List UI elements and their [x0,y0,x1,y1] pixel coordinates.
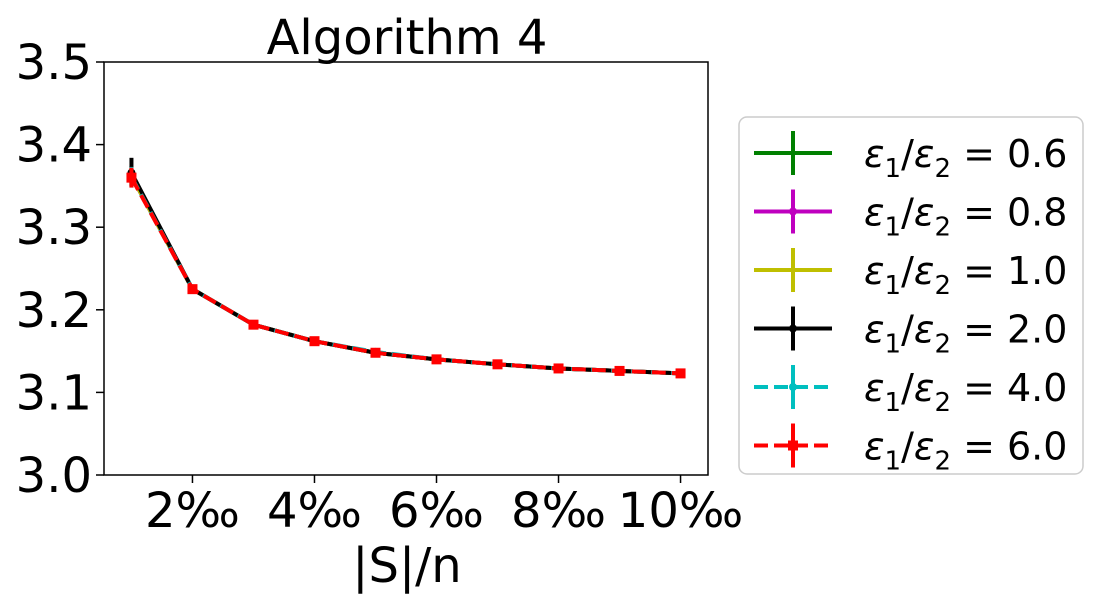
data-point [553,363,564,374]
legend-label-part: 1 [885,213,902,243]
legend-item: ε1/ε2 = 1.0 [754,248,1067,301]
x-axis-ticks: 2‰ 4‰ 6‰ 8‰ 10‰ [145,475,743,539]
legend-slash: / [901,308,914,352]
series-2 [127,166,685,378]
series-line [129,171,681,376]
legend-item: ε1/ε2 = 4.0 [754,365,1067,418]
legend-label-part: ε [864,132,885,176]
legend-label-part: = 1.0 [951,249,1067,293]
data-point [675,368,686,379]
series-5 [127,166,685,378]
legend-slash: / [901,191,914,235]
x-tick-label: 6‰ [389,483,484,539]
legend-label-part: ε [864,191,885,235]
legend-label-part: ε [864,425,885,469]
data-point [370,347,381,358]
series-line [129,175,681,376]
series-3 [129,166,683,376]
legend-label-part: 2 [934,154,951,184]
legend-marker [789,383,797,391]
legend-label-part: ε [864,249,885,293]
legend-label-part: 2 [934,271,951,301]
x-tick-label: 10‰ [618,483,743,539]
series-4 [127,157,685,378]
legend-label-part: = 0.8 [951,191,1067,235]
legend-marker [788,440,798,451]
legend-label: ε1/ε2 = 2.0 [864,308,1067,360]
legend-label-part: ε [914,425,935,469]
legend-items: ε1/ε2 = 0.6ε1/ε2 = 0.8ε1/ε2 = 1.0ε1/ε2 =… [754,131,1067,477]
legend-label-part: 1 [885,388,902,418]
data-point [492,359,503,370]
legend-label-part: ε [914,132,935,176]
legend-label: ε1/ε2 = 0.6 [864,132,1067,184]
series-line [129,175,681,376]
legend-label-part: 1 [885,330,902,360]
plot-area [126,157,686,379]
x-tick-label: 4‰ [267,483,362,539]
y-tick-label: 3.0 [16,448,92,504]
data-point [309,336,320,347]
y-axis-ticks: 3.0 3.1 3.2 3.3 3.4 3.5 [16,35,104,504]
legend-item: ε1/ε2 = 2.0 [754,306,1067,360]
legend-marker [789,324,797,333]
data-point [248,319,259,330]
x-tick-label: 8‰ [511,483,606,539]
legend-label-part: 1 [885,447,902,477]
legend-slash: / [901,425,914,469]
series-1 [129,166,683,376]
legend-label-part: ε [914,366,935,410]
y-tick-label: 3.4 [16,118,92,174]
legend-label-part: 1 [885,154,902,184]
y-tick-label: 3.1 [16,365,92,421]
legend-slash: / [901,132,914,176]
legend-label-part: 2 [934,447,951,477]
series-line [129,175,681,376]
legend-label-part: ε [914,308,935,352]
data-point [126,172,137,183]
legend-label-part: 1 [885,271,902,301]
legend: ε1/ε2 = 0.6ε1/ε2 = 0.8ε1/ε2 = 1.0ε1/ε2 =… [738,116,1084,477]
y-tick-label: 3.5 [16,35,92,91]
legend-label-part: = 6.0 [951,425,1067,469]
data-point [187,284,198,295]
legend-frame [738,116,1084,475]
legend-label: ε1/ε2 = 1.0 [864,249,1067,301]
x-tick-label: 2‰ [145,483,240,539]
legend-item: ε1/ε2 = 0.6 [754,131,1067,184]
series-line [129,175,681,376]
legend-slash: / [901,366,914,410]
legend-label: ε1/ε2 = 4.0 [864,366,1067,418]
legend-label-part: ε [914,249,935,293]
y-tick-label: 3.2 [16,283,92,339]
legend-slash: / [901,249,914,293]
series-line [129,176,681,376]
data-point [431,354,442,365]
legend-label-part: 2 [934,330,951,360]
legend-label: ε1/ε2 = 0.8 [864,191,1067,243]
legend-label-part: 2 [934,388,951,418]
chart-title: Algorithm 4 [267,10,548,66]
data-point [614,365,625,376]
plot-frame [103,61,709,476]
x-axis-label: |S|/n [352,538,461,594]
y-tick-label: 3.3 [16,200,92,256]
legend-label-part: ε [914,191,935,235]
legend-marker [789,207,797,216]
series-6 [126,167,686,379]
legend-label-part: 2 [934,213,951,243]
legend-label-part: = 2.0 [951,308,1067,352]
legend-label-part: ε [864,366,885,410]
legend-item: ε1/ε2 = 6.0 [754,423,1067,477]
legend-label-part: = 4.0 [951,366,1067,410]
legend-label-part: = 0.6 [951,132,1067,176]
legend-label-part: ε [864,308,885,352]
legend-label: ε1/ε2 = 6.0 [864,425,1067,477]
legend-item: ε1/ε2 = 0.8 [754,189,1067,243]
